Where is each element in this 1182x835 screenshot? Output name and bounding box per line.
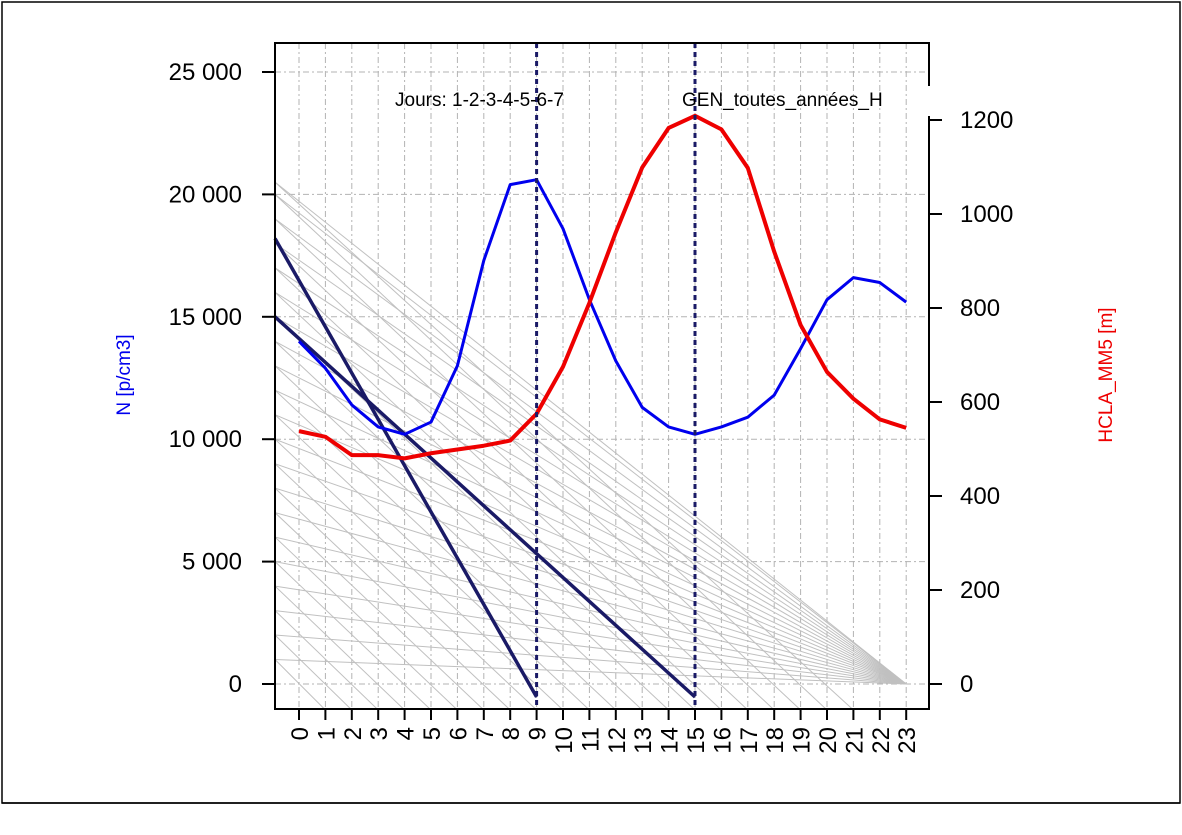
reference-line-0 <box>273 237 539 698</box>
background-line-b-3 <box>275 585 405 709</box>
background-line-b-9 <box>275 438 563 709</box>
y-left-tick-label-20000: 20 000 <box>169 181 242 208</box>
x-tick-label-22: 22 <box>868 727 895 754</box>
x-tick-label-6: 6 <box>445 727 472 740</box>
background-line-a-0 <box>275 659 907 685</box>
y-right-tick-label-400: 400 <box>960 483 1000 510</box>
y-left-tick-label-0: 0 <box>229 671 242 698</box>
y-left-tick-label-15000: 15 000 <box>169 304 242 331</box>
series-line-n <box>297 178 908 436</box>
x-tick-label-11: 11 <box>577 727 604 752</box>
annotation-clip-mask <box>926 86 956 116</box>
background-line-a-11 <box>275 389 907 685</box>
background-line-b-8 <box>275 463 537 709</box>
x-tick-label-13: 13 <box>630 727 657 754</box>
x-tick-label-9: 9 <box>525 727 552 740</box>
x-tick-label-17: 17 <box>736 727 763 754</box>
x-tick-label-1: 1 <box>313 727 340 740</box>
x-tick-label-12: 12 <box>604 727 631 754</box>
x-tick-label-5: 5 <box>419 727 446 740</box>
x-tick-label-8: 8 <box>498 727 525 740</box>
background-line-b-20 <box>275 181 854 709</box>
y-right-tick-label-1000: 1000 <box>960 201 1013 228</box>
background-line-a-20 <box>275 181 907 685</box>
background-line-a-6 <box>275 512 907 685</box>
background-line-a-8 <box>275 463 907 685</box>
axes: 0 1 2 3 4 5 6 7 8 9 10 11 12 13 14 15 16 17 18 19 20 21 22 2305… <box>169 59 1014 754</box>
x-tick-label-19: 19 <box>789 727 816 754</box>
background-line-b-16 <box>275 267 748 709</box>
x-tick-label-14: 14 <box>657 727 684 754</box>
background-line-b-18 <box>275 218 801 709</box>
background-line-a-19 <box>275 194 907 685</box>
background-line-a-18 <box>275 218 907 685</box>
x-tick-label-4: 4 <box>393 727 420 740</box>
background-line-a-7 <box>275 487 907 685</box>
background-line-b-2 <box>275 610 378 709</box>
y-right-tick-label-200: 200 <box>960 577 1000 604</box>
background-line-a-15 <box>275 291 907 685</box>
background-line-b-17 <box>275 242 774 709</box>
background-line-b-1 <box>275 634 352 709</box>
background-line-a-14 <box>275 316 907 685</box>
annotation-days: Jours: 1-2-3-4-5-6-7 <box>395 90 564 111</box>
background-line-b-12 <box>275 365 642 709</box>
y-right-tick-label-800: 800 <box>960 295 1000 322</box>
x-tick-label-3: 3 <box>366 727 393 740</box>
background-line-b-7 <box>275 487 510 709</box>
background-line-b-19 <box>275 194 827 709</box>
background-line-a-12 <box>275 365 907 685</box>
background-line-b-13 <box>275 340 669 709</box>
background-line-a-13 <box>275 340 907 685</box>
data-series <box>297 113 908 461</box>
x-tick-label-10: 10 <box>551 727 578 754</box>
reference-lines <box>273 237 697 699</box>
background-line-a-9 <box>275 438 907 685</box>
x-tick-label-0: 0 <box>287 727 314 740</box>
background-line-b-10 <box>275 414 590 709</box>
y-right-tick-label-600: 600 <box>960 389 1000 416</box>
x-tick-label-16: 16 <box>709 727 736 754</box>
y-left-tick-label-10000: 10 000 <box>169 426 242 453</box>
y-left-tick-label-25000: 25 000 <box>169 59 242 86</box>
y-right-tick-label-1200: 1200 <box>960 107 1013 134</box>
background-line-a-16 <box>275 267 907 685</box>
x-tick-label-7: 7 <box>472 727 499 740</box>
background-line-b-0 <box>275 659 326 709</box>
x-tick-label-18: 18 <box>762 727 789 754</box>
reference-line-1 <box>273 315 697 699</box>
background-line-b-6 <box>275 512 484 709</box>
series-line-hcla <box>298 113 907 461</box>
background-line-b-15 <box>275 291 722 709</box>
y-axis-left-label: N [p/cm3] <box>114 334 135 415</box>
y-right-tick-label-0: 0 <box>960 671 973 698</box>
x-tick-label-21: 21 <box>841 727 868 754</box>
x-tick-label-20: 20 <box>815 727 842 754</box>
background-line-b-4 <box>275 561 431 709</box>
x-tick-label-15: 15 <box>683 727 710 754</box>
background-line-a-5 <box>275 536 907 685</box>
background-line-a-4 <box>275 561 907 685</box>
background-line-a-10 <box>275 414 907 685</box>
background-line-b-5 <box>275 536 458 709</box>
x-tick-label-23: 23 <box>894 727 921 754</box>
background-line-a-3 <box>275 585 907 685</box>
x-tick-label-2: 2 <box>340 727 367 740</box>
y-left-tick-label-5000: 5 000 <box>182 549 242 576</box>
vertical-markers <box>535 43 697 709</box>
background-line-a-17 <box>275 242 907 685</box>
background-diagonal-lines <box>275 181 907 709</box>
background-line-a-2 <box>275 610 907 685</box>
annotation-dataset: GEN_toutes_années_H <box>682 90 883 111</box>
y-axis-right-label: HCLA_MM5 [m] <box>1096 307 1117 442</box>
background-line-a-1 <box>275 634 907 685</box>
